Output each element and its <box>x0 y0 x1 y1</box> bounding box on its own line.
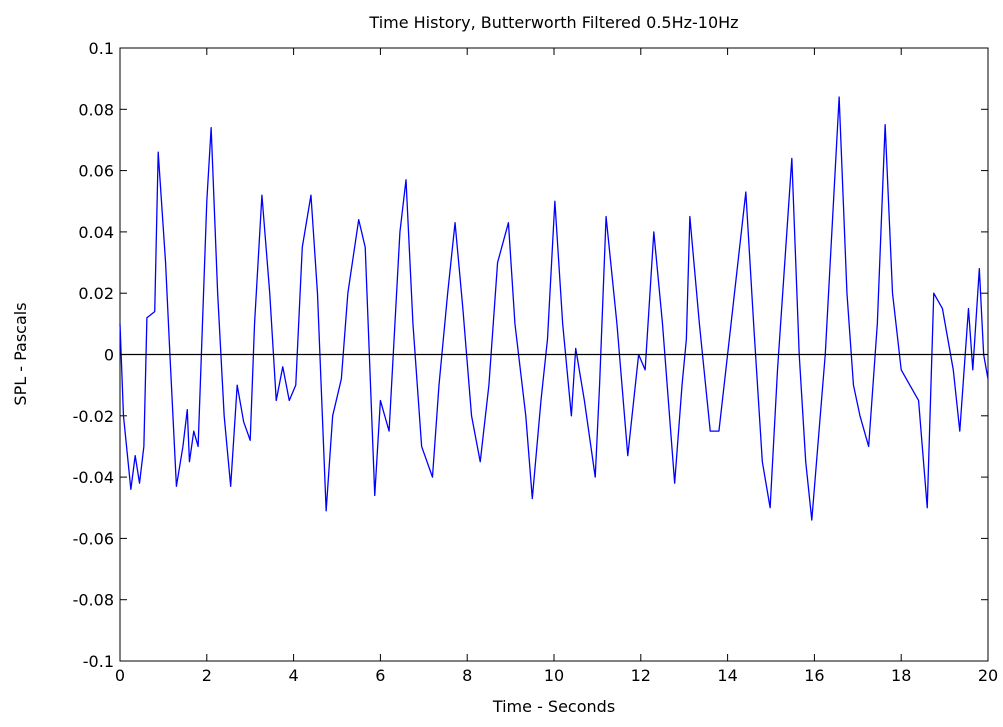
x-tick-label: 0 <box>115 666 125 685</box>
x-tick-label: 20 <box>978 666 998 685</box>
y-tick-label: 0.02 <box>78 284 114 303</box>
y-tick-label: 0.06 <box>78 162 114 181</box>
x-tick-label: 12 <box>631 666 651 685</box>
x-tick-label: 4 <box>289 666 299 685</box>
x-tick-label: 14 <box>717 666 737 685</box>
y-tick-label: -0.02 <box>73 407 114 426</box>
y-tick-label: -0.1 <box>83 652 114 671</box>
y-tick-label: -0.06 <box>73 529 114 548</box>
y-tick-label: 0.1 <box>89 39 114 58</box>
signal-line <box>119 96 989 521</box>
y-tick-label: 0.04 <box>78 223 114 242</box>
x-tick-label: 6 <box>375 666 385 685</box>
x-tick-label: 18 <box>891 666 911 685</box>
chart-title: Time History, Butterworth Filtered 0.5Hz… <box>368 13 738 32</box>
y-tick-label: 0 <box>104 346 114 365</box>
x-tick-label: 10 <box>544 666 564 685</box>
y-axis-label: SPL - Pascals <box>11 302 30 405</box>
x-tick-label: 8 <box>462 666 472 685</box>
y-tick-label: -0.04 <box>73 468 114 487</box>
x-axis-label: Time - Seconds <box>492 697 615 716</box>
y-tick-label: -0.08 <box>73 591 114 610</box>
y-tick-label: 0.08 <box>78 100 114 119</box>
x-tick-label: 2 <box>202 666 212 685</box>
x-tick-label: 16 <box>804 666 824 685</box>
